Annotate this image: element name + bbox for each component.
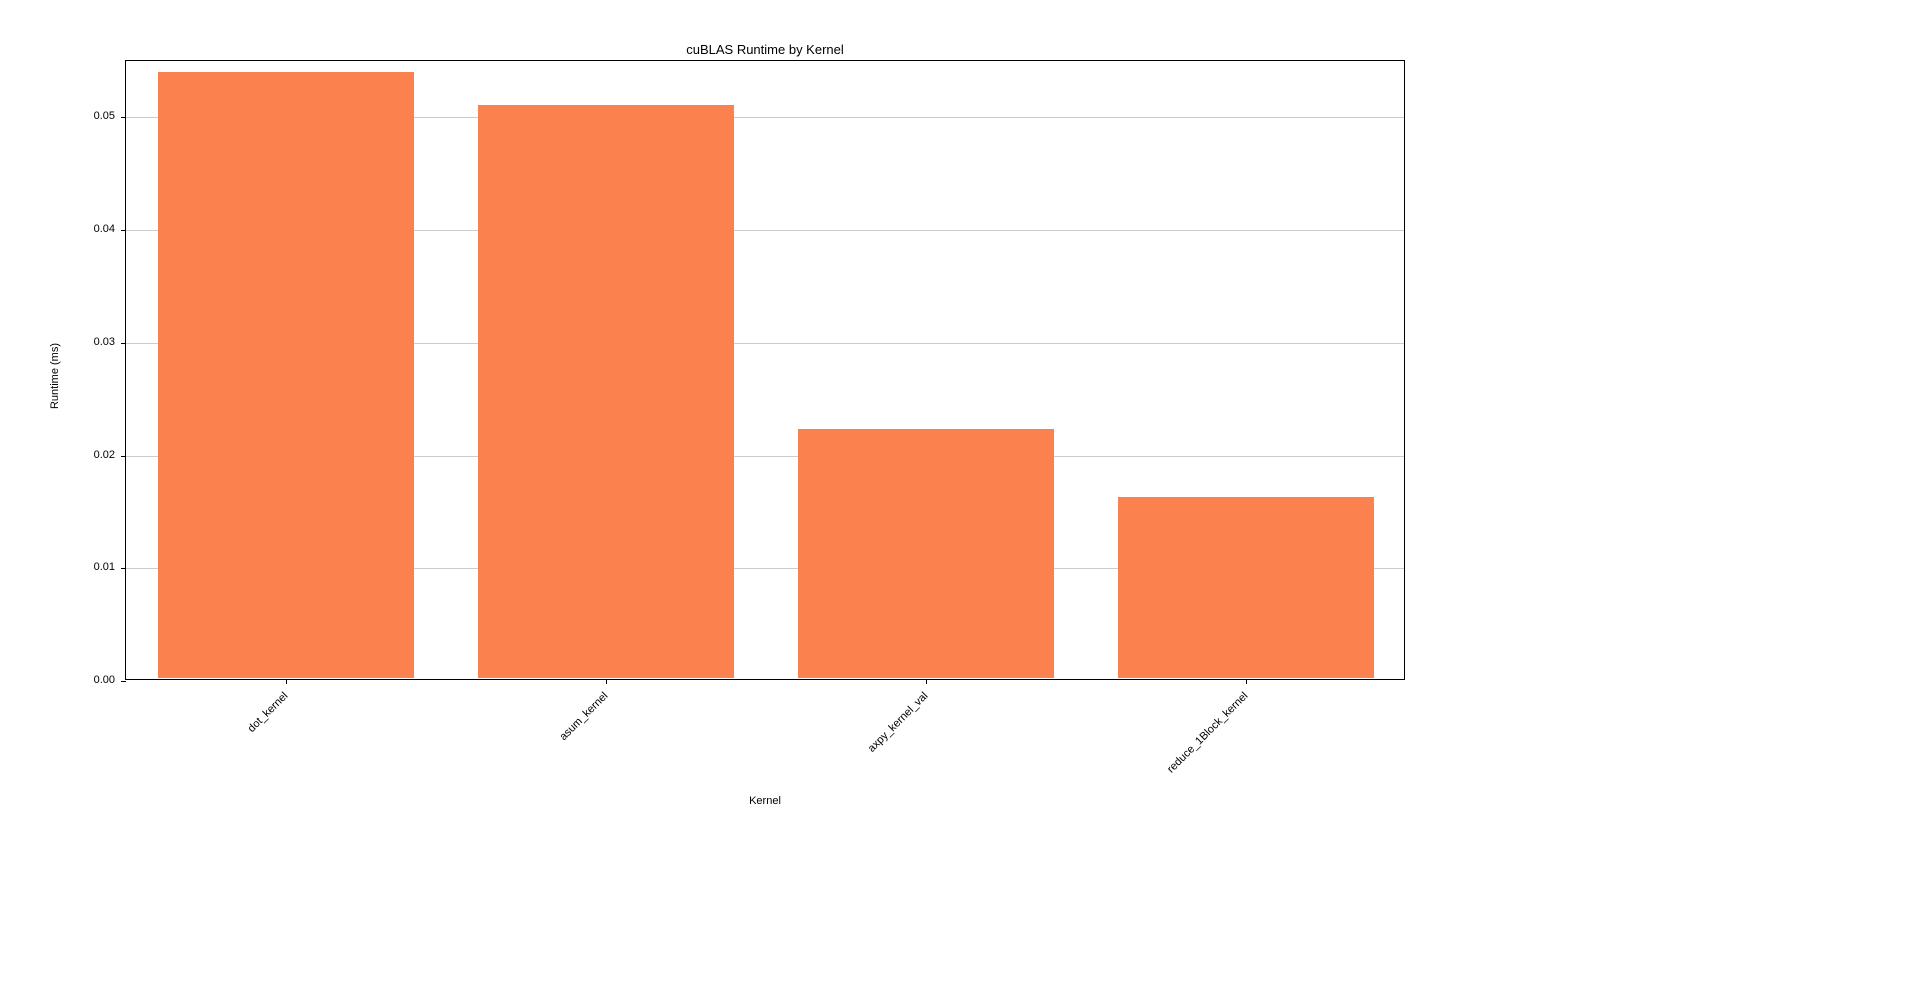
y-tick-label: 0.02 (94, 449, 115, 461)
y-tick-mark (121, 681, 126, 682)
y-tick-label: 0.04 (94, 223, 115, 235)
y-tick-mark (121, 117, 126, 118)
bar (478, 105, 734, 678)
y-tick-label: 0.01 (94, 561, 115, 573)
chart-title: cuBLAS Runtime by Kernel (125, 42, 1405, 57)
x-tick-mark (1246, 679, 1247, 684)
x-axis-label: Kernel (125, 795, 1405, 807)
x-tick-mark (926, 679, 927, 684)
y-tick-label: 0.03 (94, 336, 115, 348)
y-axis-label: Runtime (ms) (49, 343, 61, 409)
x-tick-mark (286, 679, 287, 684)
bar (798, 429, 1054, 678)
y-tick-label: 0.00 (94, 674, 115, 686)
bar (158, 72, 414, 678)
x-tick-mark (606, 679, 607, 684)
y-tick-label: 0.05 (94, 110, 115, 122)
y-tick-mark (121, 343, 126, 344)
y-tick-mark (121, 568, 126, 569)
plot-area (125, 60, 1405, 680)
y-tick-mark (121, 456, 126, 457)
bar (1118, 497, 1374, 678)
y-tick-mark (121, 230, 126, 231)
chart-container: cuBLAS Runtime by Kernel Runtime (ms) 0.… (125, 60, 1405, 760)
